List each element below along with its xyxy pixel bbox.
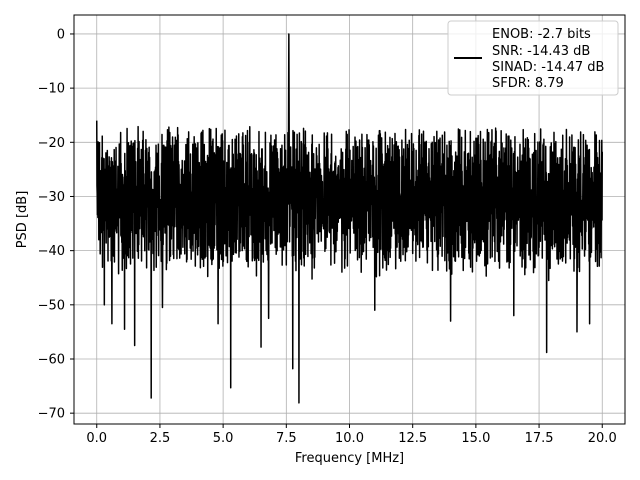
y-tick-label: −20 <box>38 136 65 151</box>
y-axis: 0 −10 −20 −30 −40 −50 −60 −70 <box>38 27 74 422</box>
y-tick-label: −60 <box>38 352 65 367</box>
x-tick-label: 20.0 <box>588 431 617 446</box>
legend-box <box>447 20 619 96</box>
x-tick-label: 7.5 <box>276 431 297 446</box>
x-tick-label: 12.5 <box>398 431 427 446</box>
legend-enob: ENOB: -2.7 bits <box>492 27 591 42</box>
y-tick-label: −40 <box>38 244 65 259</box>
x-tick-label: 0.0 <box>86 431 107 446</box>
x-tick-label: 5.0 <box>213 431 234 446</box>
legend: ENOB: -2.7 bits SNR: -14.43 dB SINAD: -1… <box>447 20 619 96</box>
plot-area <box>96 33 603 404</box>
y-tick-label: −70 <box>38 407 65 422</box>
y-tick-label: −50 <box>38 298 65 313</box>
y-tick-label: −10 <box>38 82 65 97</box>
x-tick-label: 17.5 <box>525 431 554 446</box>
legend-sinad: SINAD: -14.47 dB <box>492 60 604 75</box>
legend-sfdr: SFDR: 8.79 <box>492 76 564 91</box>
x-axis: 0.0 2.5 5.0 7.5 10.0 12.5 15.0 17.5 20.0 <box>86 424 617 446</box>
x-tick-label: 2.5 <box>150 431 171 446</box>
x-tick-label: 10.0 <box>335 431 364 446</box>
y-tick-label: −30 <box>38 190 65 205</box>
y-axis-title: PSD [dB] <box>15 191 30 249</box>
psd-series-line <box>96 33 603 404</box>
x-axis-title: Frequency [MHz] <box>295 451 404 466</box>
x-tick-label: 15.0 <box>461 431 490 446</box>
legend-snr: SNR: -14.43 dB <box>492 44 590 59</box>
y-tick-label: 0 <box>57 27 65 42</box>
